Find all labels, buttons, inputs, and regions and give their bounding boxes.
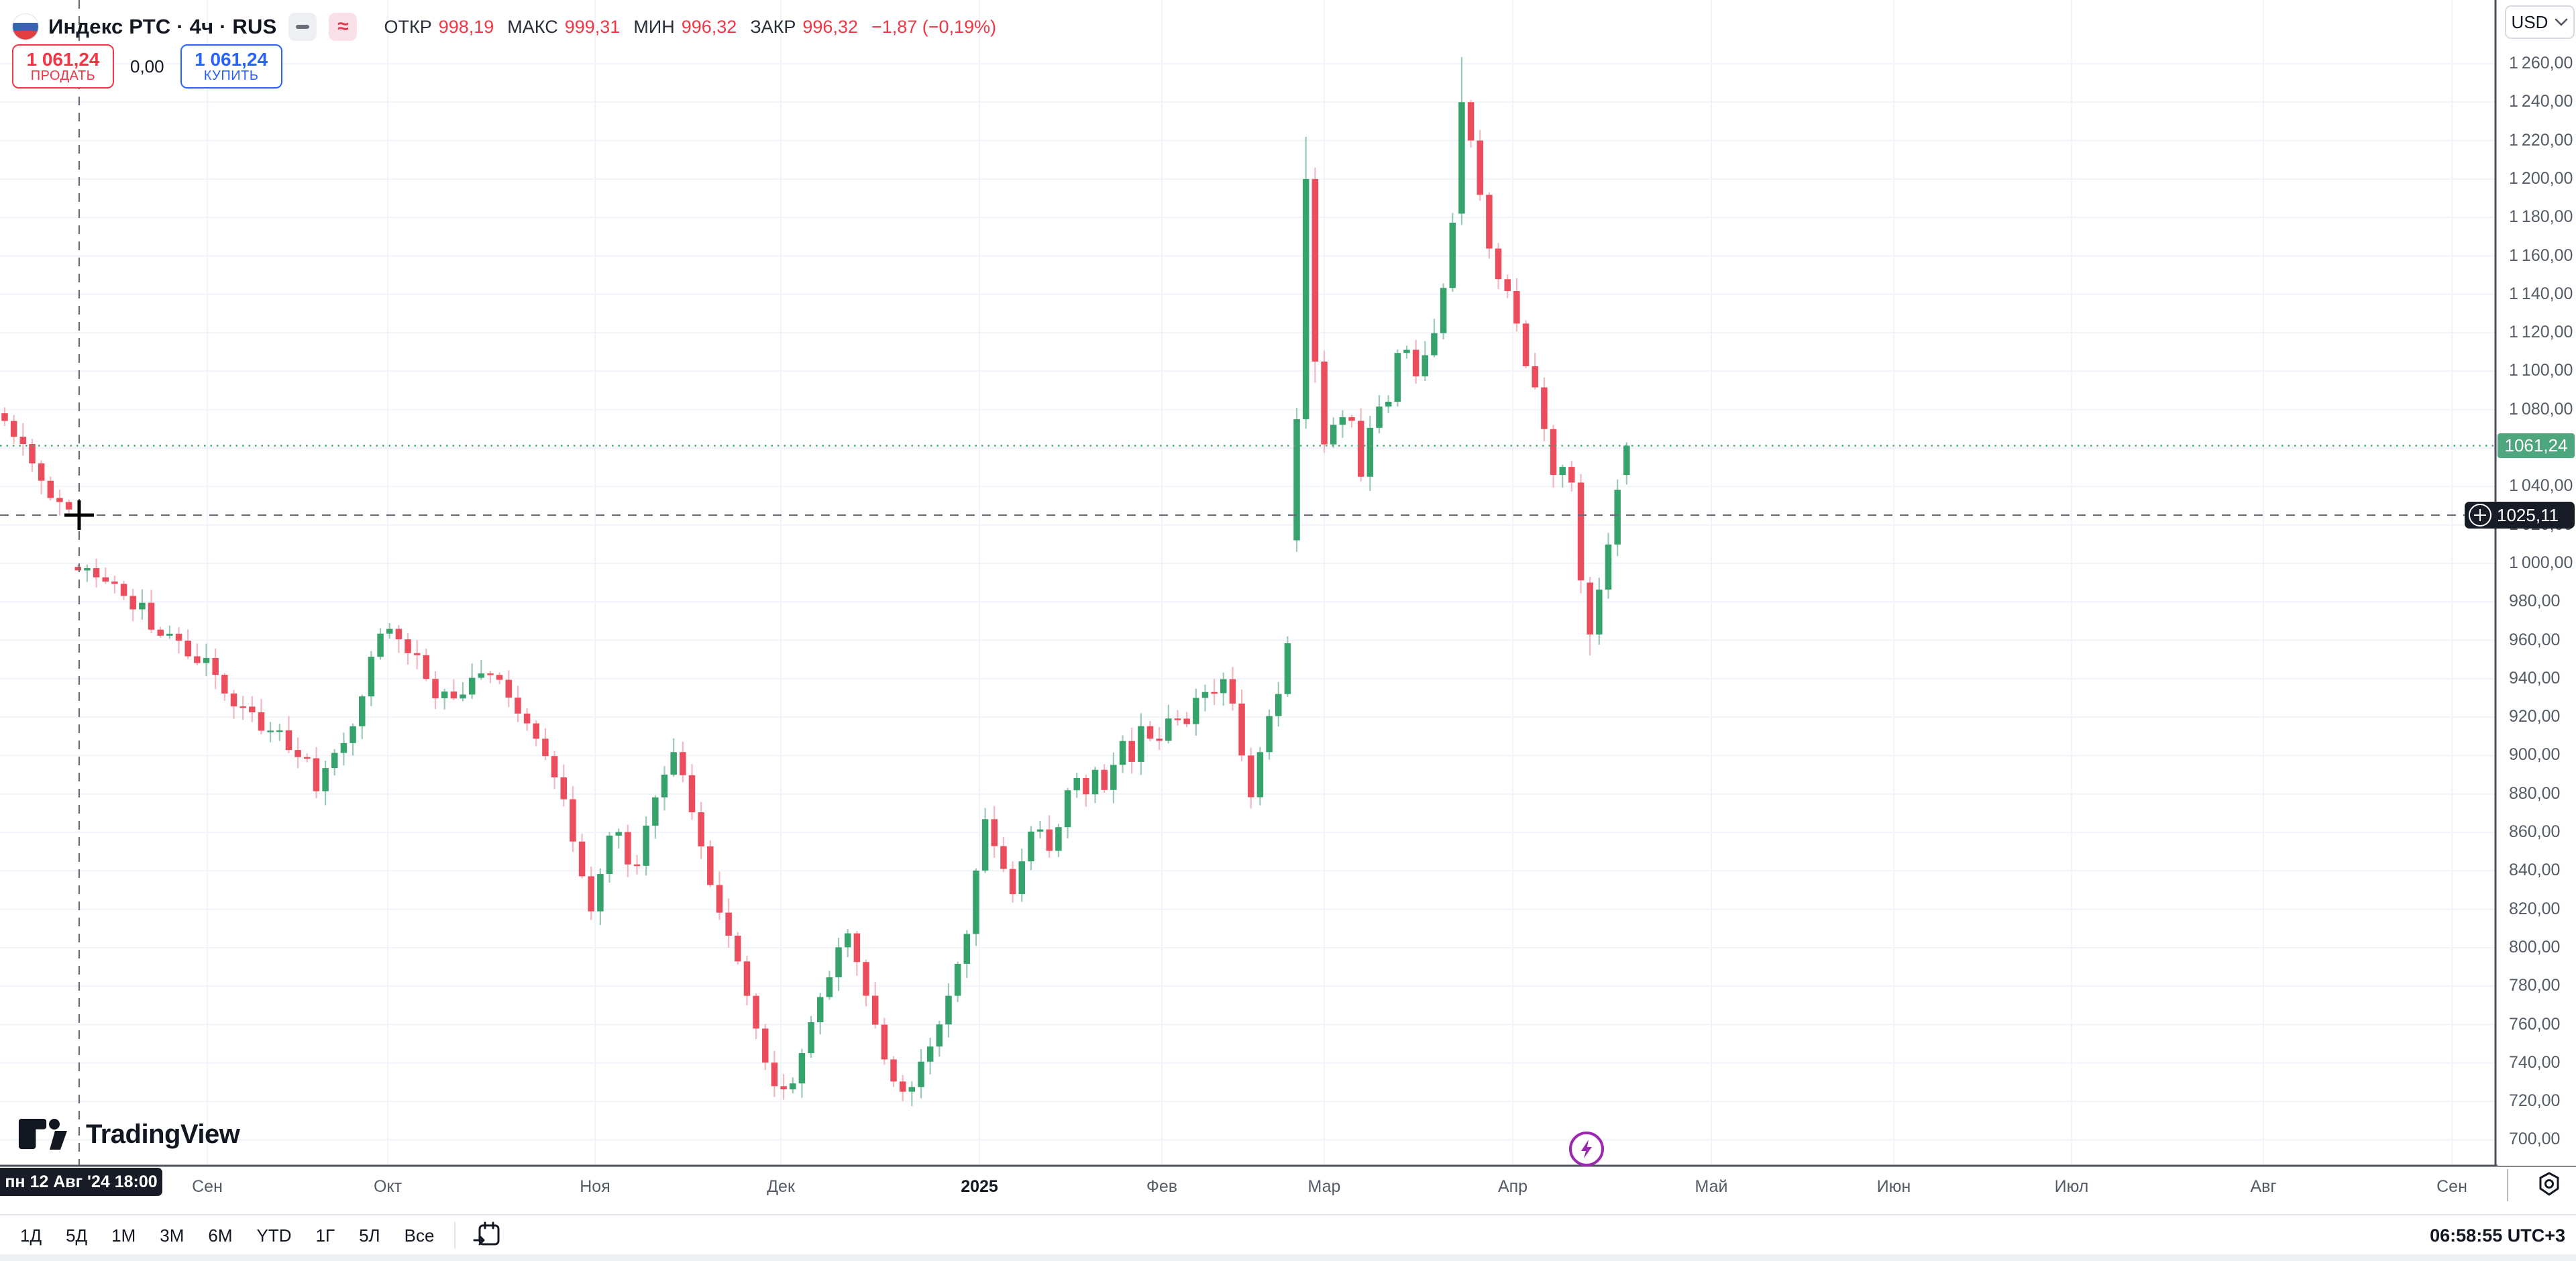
high-value: 999,31 xyxy=(564,16,621,37)
sell-button[interactable]: 1 061,24 ПРОДАТЬ xyxy=(12,44,114,89)
month-label: Апр xyxy=(1497,1177,1528,1196)
change-value: −1,87 (−0,19%) xyxy=(871,16,997,37)
price-tick-label: 1 120,00 xyxy=(2509,323,2573,342)
tradingview-logo[interactable]: TradingView xyxy=(16,1119,240,1150)
price-tick-label: 1 140,00 xyxy=(2509,284,2573,303)
time-axis[interactable]: пн 12 Авг '24 18:00 Сен Окт Ноя Дек 2025 Фев М… xyxy=(0,1168,2576,1214)
approx-icon[interactable]: ≈ xyxy=(329,13,358,41)
month-label: Сен xyxy=(192,1177,223,1196)
russia-flag-icon xyxy=(12,13,39,40)
price-tick-label: 860,00 xyxy=(2509,822,2561,841)
range-button-6М[interactable]: 6М xyxy=(208,1225,233,1246)
bottom-strip xyxy=(0,1254,2576,1261)
month-label: Авг xyxy=(2250,1177,2277,1196)
range-button-YTD[interactable]: YTD xyxy=(256,1225,292,1246)
add-alert-plus-icon[interactable] xyxy=(2469,504,2491,527)
axis-corner-divider xyxy=(2507,1169,2508,1201)
range-button-5Д[interactable]: 5Д xyxy=(66,1225,88,1246)
bottom-toolbar: 1Д 5Д 1М 3М 6М YTD 1Г 5Л Все 06:58:55 UTC+3 xyxy=(0,1214,2576,1256)
buy-label: КУПИТЬ xyxy=(203,68,259,84)
time-axis-settings-gear-icon[interactable] xyxy=(2533,1169,2565,1201)
price-tick-label: 1 100,00 xyxy=(2509,361,2573,380)
month-label: Июл xyxy=(2054,1177,2089,1196)
price-tick-label: 1 180,00 xyxy=(2509,207,2573,227)
lightning-button[interactable] xyxy=(1568,1130,1605,1168)
price-tick-label: 1 080,00 xyxy=(2509,399,2573,419)
price-tick-label: 920,00 xyxy=(2509,707,2561,726)
month-label: Мар xyxy=(1307,1177,1341,1196)
chevron-down-icon xyxy=(2555,18,2568,26)
price-tick-label: 800,00 xyxy=(2509,937,2561,956)
crosshair-price-value: 1025,11 xyxy=(2497,504,2559,525)
range-button-Все[interactable]: Все xyxy=(404,1225,435,1246)
range-button-1Г[interactable]: 1Г xyxy=(315,1225,335,1246)
trade-panel: 1 061,24 ПРОДАТЬ 0,00 1 061,24 КУПИТЬ xyxy=(12,44,282,89)
month-label: Окт xyxy=(373,1177,402,1196)
crosshair-price-tag: 1025,11 xyxy=(2465,502,2575,529)
price-tick-label: 940,00 xyxy=(2509,668,2561,688)
range-button-5Л[interactable]: 5Л xyxy=(359,1225,380,1246)
range-button-3М[interactable]: 3М xyxy=(160,1225,184,1246)
month-label: Дек xyxy=(767,1177,795,1196)
price-tick-label: 980,00 xyxy=(2509,592,2561,611)
buy-button[interactable]: 1 061,24 КУПИТЬ xyxy=(180,44,282,89)
price-tick-label: 900,00 xyxy=(2509,745,2561,765)
high-label: МАКС xyxy=(507,16,558,37)
sell-price: 1 061,24 xyxy=(26,48,100,70)
symbol-legend: Индекс РТС · 4ч · RUS ≈ ОТКР 998,19 МАКС 9… xyxy=(12,9,996,44)
currency-label: USD xyxy=(2511,11,2548,32)
month-label: Май xyxy=(1695,1177,1728,1196)
tradingview-mark-icon xyxy=(18,1119,67,1150)
price-tick-label: 1 160,00 xyxy=(2509,245,2573,265)
price-tick-label: 1 040,00 xyxy=(2509,476,2573,496)
price-tick-label: 1 000,00 xyxy=(2509,553,2573,572)
price-tick-label: 760,00 xyxy=(2509,1014,2561,1034)
crosshair-date-tag: пн 12 Авг '24 18:00 xyxy=(0,1168,162,1196)
month-label: Ноя xyxy=(580,1177,610,1196)
symbol-title[interactable]: Индекс РТС · 4ч · RUS xyxy=(48,15,277,38)
month-label: 2025 xyxy=(961,1177,998,1196)
open-label: ОТКР xyxy=(384,16,432,37)
session-clock[interactable]: 06:58:55 UTC+3 xyxy=(2430,1225,2565,1246)
crosshair-date-value: пн 12 Авг '24 18:00 xyxy=(5,1172,158,1191)
toolbar-divider xyxy=(454,1222,456,1249)
range-buttons: 1Д 5Д 1М 3М 6М YTD 1Г 5Л Все xyxy=(0,1225,434,1246)
currency-selector[interactable]: USD xyxy=(2505,5,2575,39)
spread-value: 0,00 xyxy=(130,56,164,76)
price-tick-label: 880,00 xyxy=(2509,783,2561,803)
price-tick-label: 1 200,00 xyxy=(2509,168,2573,188)
low-value: 996,32 xyxy=(681,16,737,37)
open-value: 998,19 xyxy=(438,16,494,37)
go-to-date-icon[interactable] xyxy=(472,1220,502,1251)
ohlc-readout: ОТКР 998,19 МАКС 999,31 МИН 996,32 ЗАКР 996,… xyxy=(384,17,996,38)
price-tick-label: 840,00 xyxy=(2509,861,2561,880)
last-price-tag: 1061,24 xyxy=(2498,433,2575,458)
month-label: Сен xyxy=(2436,1177,2467,1196)
price-tick-label: 1 260,00 xyxy=(2509,54,2573,72)
price-tick-label: 1 220,00 xyxy=(2509,130,2573,150)
price-tick-label: 960,00 xyxy=(2509,630,2561,649)
price-tick-label: 720,00 xyxy=(2509,1091,2561,1111)
buy-price: 1 061,24 xyxy=(195,48,268,70)
price-tick-label: 740,00 xyxy=(2509,1052,2561,1072)
price-tick-label: 1 240,00 xyxy=(2509,92,2573,111)
range-button-1Д[interactable]: 1Д xyxy=(20,1225,42,1246)
price-tick-label: 700,00 xyxy=(2509,1130,2561,1149)
last-price-value: 1061,24 xyxy=(2504,435,2568,455)
close-label: ЗАКР xyxy=(750,16,796,37)
price-axis[interactable]: 700,00 720,00 740,00 760,00 780,00 800,00 820,… xyxy=(2498,0,2576,1166)
range-button-1М[interactable]: 1М xyxy=(111,1225,136,1246)
price-tick-label: 780,00 xyxy=(2509,976,2561,995)
low-label: МИН xyxy=(633,16,675,37)
sell-label: ПРОДАТЬ xyxy=(30,68,96,84)
price-tick-label: 820,00 xyxy=(2509,899,2561,918)
tradingview-wordmark: TradingView xyxy=(86,1119,240,1149)
month-label: Фев xyxy=(1146,1177,1178,1196)
close-value: 996,32 xyxy=(802,16,858,37)
month-label: Июн xyxy=(1876,1177,1911,1196)
bar-style-icon[interactable] xyxy=(288,13,317,41)
